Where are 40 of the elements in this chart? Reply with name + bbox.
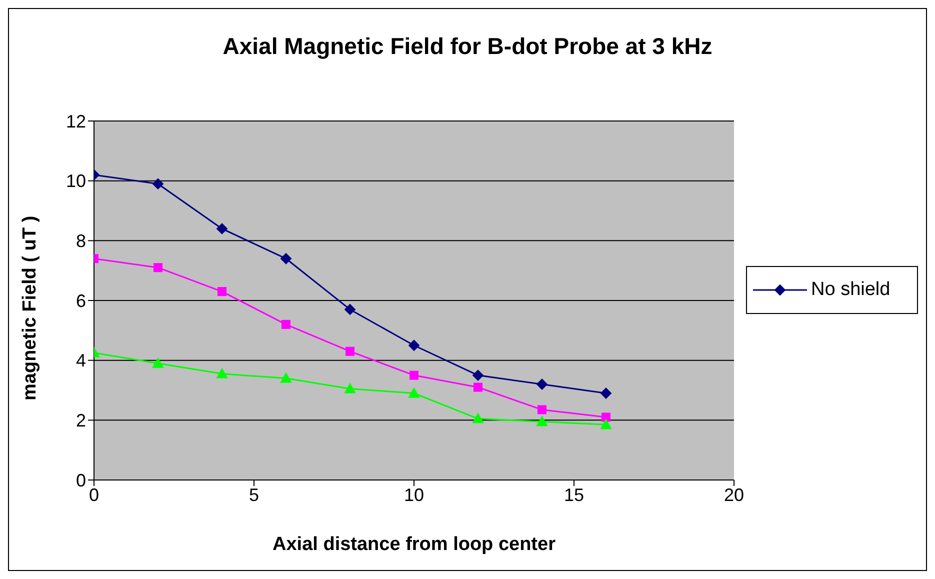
point <box>216 368 228 378</box>
point <box>218 287 226 296</box>
y-tick-label: 10 <box>66 171 86 192</box>
legend-label: No shield <box>811 278 890 300</box>
chart-title: Axial Magnetic Field for B-dot Probe at 3 kHz <box>222 33 714 60</box>
y-tick-label: 4 <box>76 350 86 371</box>
point <box>346 346 354 356</box>
x-tick-label: 10 <box>404 484 424 505</box>
point <box>536 416 548 426</box>
x-tick-label: 20 <box>724 484 744 505</box>
y-tick-label: 8 <box>76 231 86 252</box>
point <box>154 263 162 272</box>
point <box>538 405 546 414</box>
point <box>282 320 290 329</box>
point <box>408 388 420 398</box>
point <box>474 382 482 392</box>
point <box>216 223 228 234</box>
point <box>344 383 356 394</box>
point <box>600 388 612 399</box>
point <box>600 419 612 430</box>
point <box>408 340 420 351</box>
point <box>602 412 610 422</box>
x-tick-label: 15 <box>564 484 584 505</box>
point <box>472 370 484 381</box>
point <box>152 358 164 368</box>
y-tick-label: 0 <box>76 470 86 490</box>
point <box>410 370 418 380</box>
y-tick-label: 12 <box>66 111 86 132</box>
x-axis-title: Axial distance from loop center <box>272 534 556 555</box>
y-tick-label: 6 <box>76 290 86 311</box>
point <box>280 372 292 383</box>
point <box>344 304 356 315</box>
point <box>152 178 164 190</box>
point <box>536 378 548 390</box>
y-tick-label: 2 <box>76 410 86 431</box>
x-tick-label: 5 <box>248 484 260 505</box>
point <box>280 253 292 264</box>
point <box>472 413 484 424</box>
x-tick-label: 0 <box>88 484 100 505</box>
y-axis-title: magnetic Field ( uT ) <box>20 216 41 400</box>
